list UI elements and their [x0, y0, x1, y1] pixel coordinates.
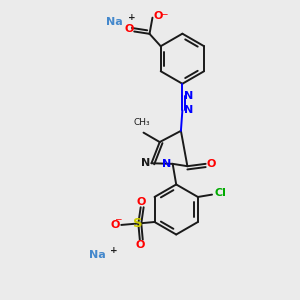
Text: CH₃: CH₃ [134, 118, 150, 127]
Text: Cl: Cl [214, 188, 226, 198]
Text: −: − [114, 214, 122, 223]
Text: O: O [207, 159, 216, 169]
Text: O: O [110, 220, 119, 230]
Text: Na: Na [106, 17, 123, 27]
Text: N: N [184, 91, 194, 101]
Text: O: O [136, 197, 146, 207]
Text: N: N [162, 159, 171, 169]
Text: S: S [133, 217, 142, 230]
Text: +: + [128, 13, 136, 22]
Text: O: O [153, 11, 163, 21]
Text: N: N [141, 158, 150, 168]
Text: −: − [160, 9, 167, 18]
Text: +: + [110, 246, 118, 255]
Text: O: O [124, 23, 134, 34]
Text: O: O [135, 240, 145, 250]
Text: Na: Na [88, 250, 105, 260]
Text: N: N [184, 105, 194, 115]
